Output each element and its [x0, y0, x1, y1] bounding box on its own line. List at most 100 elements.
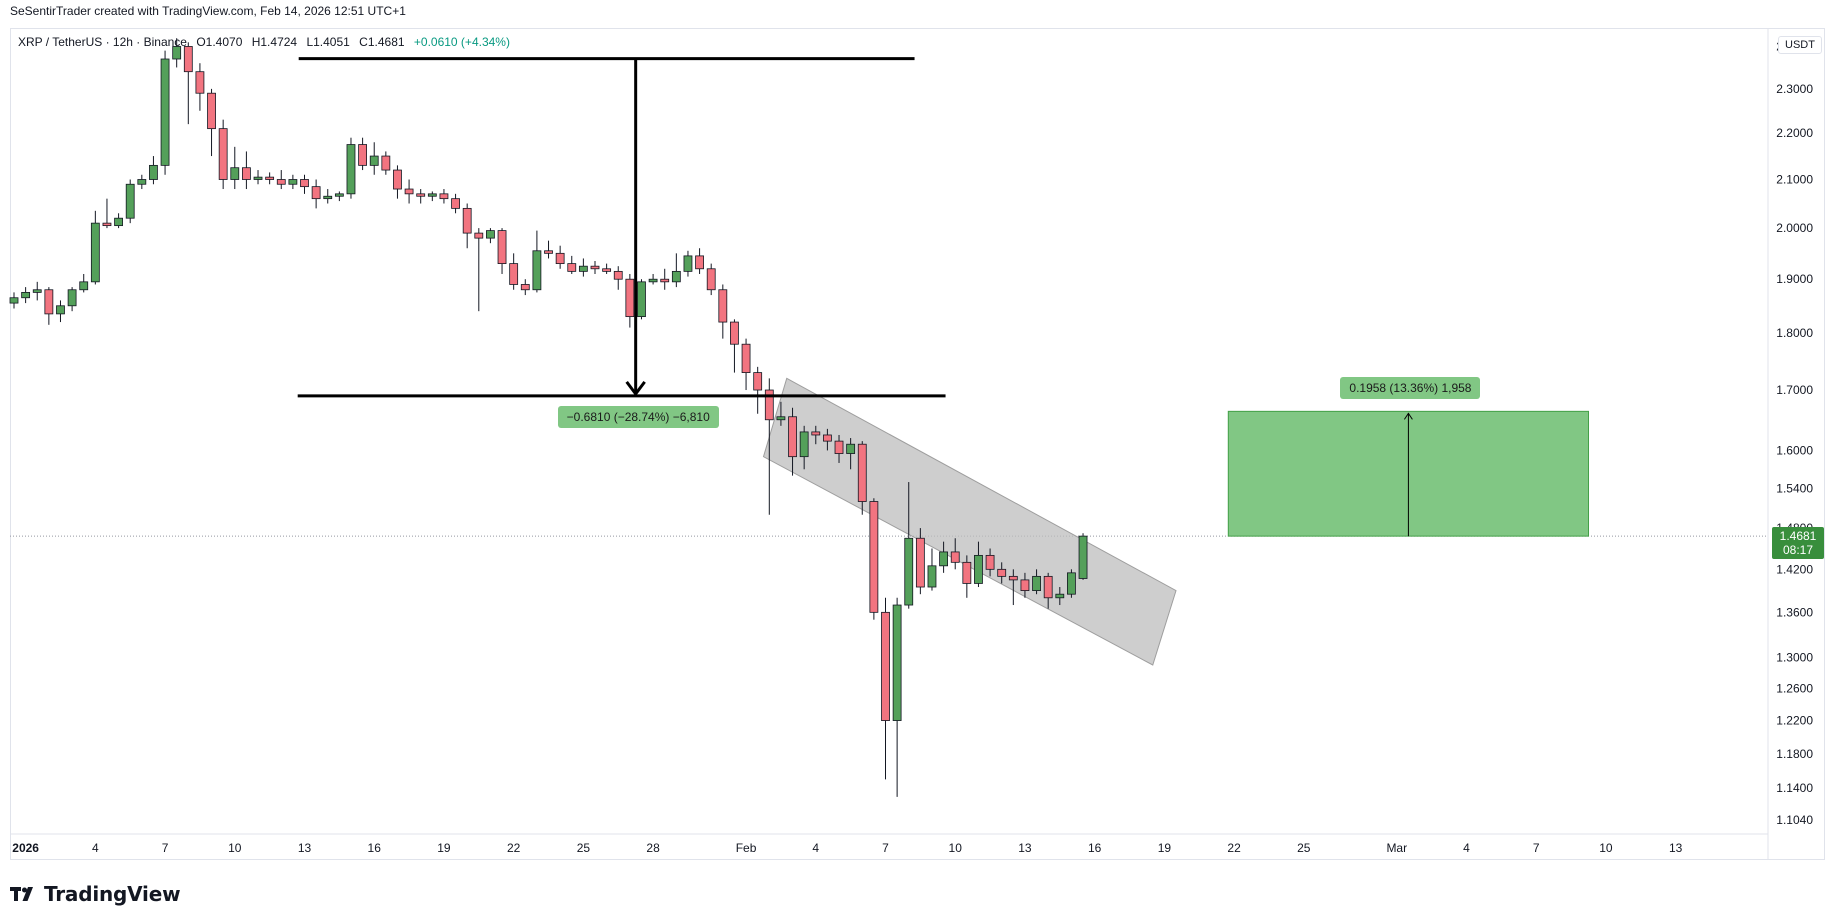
candle-body — [1055, 593, 1065, 599]
candle-body — [486, 230, 495, 239]
candle-up — [32, 281, 42, 301]
time-tick-label: 25 — [1297, 841, 1311, 855]
time-axis[interactable]: 2026 4 7 10 13 16 19 22 25 28 Feb 4 7 10 13 16 19 22 25 Mar… — [10, 833, 1768, 855]
candle-body — [1043, 575, 1053, 599]
target-measure-label[interactable]: 0.1958 (13.36%) 1,958 — [1340, 377, 1481, 400]
candle-down — [613, 266, 623, 290]
candle-down — [462, 203, 472, 249]
candle-body — [1067, 572, 1076, 595]
candle-up — [253, 170, 263, 185]
last-price-label: 1.4681 08:17 — [1772, 527, 1824, 560]
chart-pane[interactable] — [10, 28, 1825, 860]
candle-body — [149, 164, 158, 180]
tradingview-logo[interactable]: TradingView — [10, 882, 181, 906]
candle-body — [1032, 575, 1041, 591]
candle-up — [160, 50, 170, 175]
price-tick-label: 1.1800 — [1776, 747, 1813, 761]
candle-down — [195, 63, 205, 111]
currency-button[interactable]: USDT — [1778, 36, 1822, 54]
candle-body — [881, 611, 890, 721]
price-tick-label: 2.0000 — [1776, 221, 1813, 235]
candle-body — [334, 193, 344, 197]
candle-body — [253, 176, 263, 180]
candle-body — [509, 263, 519, 285]
candle-up — [9, 292, 19, 309]
ohlc-low: L1.4051 — [306, 35, 350, 49]
candle-body — [799, 431, 809, 458]
candle-up — [892, 597, 902, 797]
candle-body — [160, 58, 170, 166]
symbol-name[interactable]: XRP / TetherUS · 12h · Binance — [18, 35, 187, 49]
candle-body — [730, 321, 739, 345]
candle-body — [648, 278, 658, 283]
candle-body — [114, 217, 123, 227]
candle-down — [404, 179, 414, 204]
candle-body — [602, 268, 612, 272]
candle-up — [369, 142, 379, 175]
candle-body — [962, 561, 972, 584]
drop-measure-label[interactable]: −0.6810 (−28.74%) −6,810 — [557, 405, 719, 428]
candle-down — [950, 538, 960, 570]
candle-up — [532, 230, 542, 293]
measure-drawings[interactable] — [297, 57, 1590, 537]
price-axis[interactable]: 2.40002.30002.20002.10002.00001.90001.80… — [1767, 28, 1813, 860]
candle-body — [834, 440, 844, 454]
candle-down — [1020, 572, 1030, 598]
candle-up — [927, 548, 937, 591]
ohlc-close: C1.4681 — [359, 35, 405, 49]
candle-body — [276, 179, 286, 185]
candle-down — [718, 284, 728, 339]
candle-body — [137, 179, 147, 185]
candle-up — [346, 137, 356, 199]
candle-body — [230, 167, 240, 180]
candle-up — [1055, 587, 1065, 606]
time-tick-label: 7 — [882, 841, 889, 855]
candle-up — [149, 156, 158, 185]
candle-body — [288, 179, 298, 185]
tradingview-logo-icon — [10, 887, 33, 901]
candle-up — [776, 401, 786, 426]
candle-down — [567, 255, 577, 274]
price-tick-label: 1.9000 — [1776, 272, 1813, 286]
candle-body — [427, 193, 437, 197]
candle-body — [241, 167, 251, 180]
candle-down — [660, 268, 670, 290]
price-tick-label: 1.4200 — [1776, 562, 1813, 576]
candle-body — [102, 222, 112, 227]
descending-channel[interactable] — [762, 377, 1177, 666]
candle-body — [195, 71, 205, 94]
price-tick-label: 2.2000 — [1776, 126, 1813, 140]
candle-up — [1067, 569, 1076, 598]
candle-up — [137, 174, 147, 190]
candle-body — [311, 186, 321, 200]
candle-body — [346, 144, 356, 195]
time-tick-label: 7 — [162, 841, 169, 855]
candle-body — [567, 263, 577, 272]
candle-up — [125, 179, 135, 224]
price-tick-label: 1.3000 — [1776, 650, 1813, 664]
candle-down — [218, 119, 228, 190]
time-tick-label: 19 — [1158, 841, 1172, 855]
candle-body — [613, 270, 623, 280]
candle-down — [962, 555, 972, 598]
candle-body — [358, 144, 368, 166]
candle-down — [788, 407, 797, 476]
time-tick-label: 10 — [1599, 841, 1613, 855]
candle-body — [1078, 535, 1088, 579]
bar-countdown: 08:17 — [1782, 543, 1814, 558]
candle-body — [451, 198, 460, 209]
candle-up — [683, 250, 693, 277]
candle-down — [730, 319, 739, 373]
candles — [9, 38, 1088, 797]
candle-up — [21, 287, 31, 304]
candle-down — [102, 198, 112, 229]
candle-down — [207, 88, 216, 157]
candle-down — [44, 287, 54, 325]
candle-down — [857, 441, 867, 515]
candle-body — [823, 434, 832, 442]
candle-down — [544, 240, 553, 259]
candle-body — [974, 554, 983, 584]
candle-body — [416, 193, 426, 197]
candle-down — [381, 151, 391, 175]
